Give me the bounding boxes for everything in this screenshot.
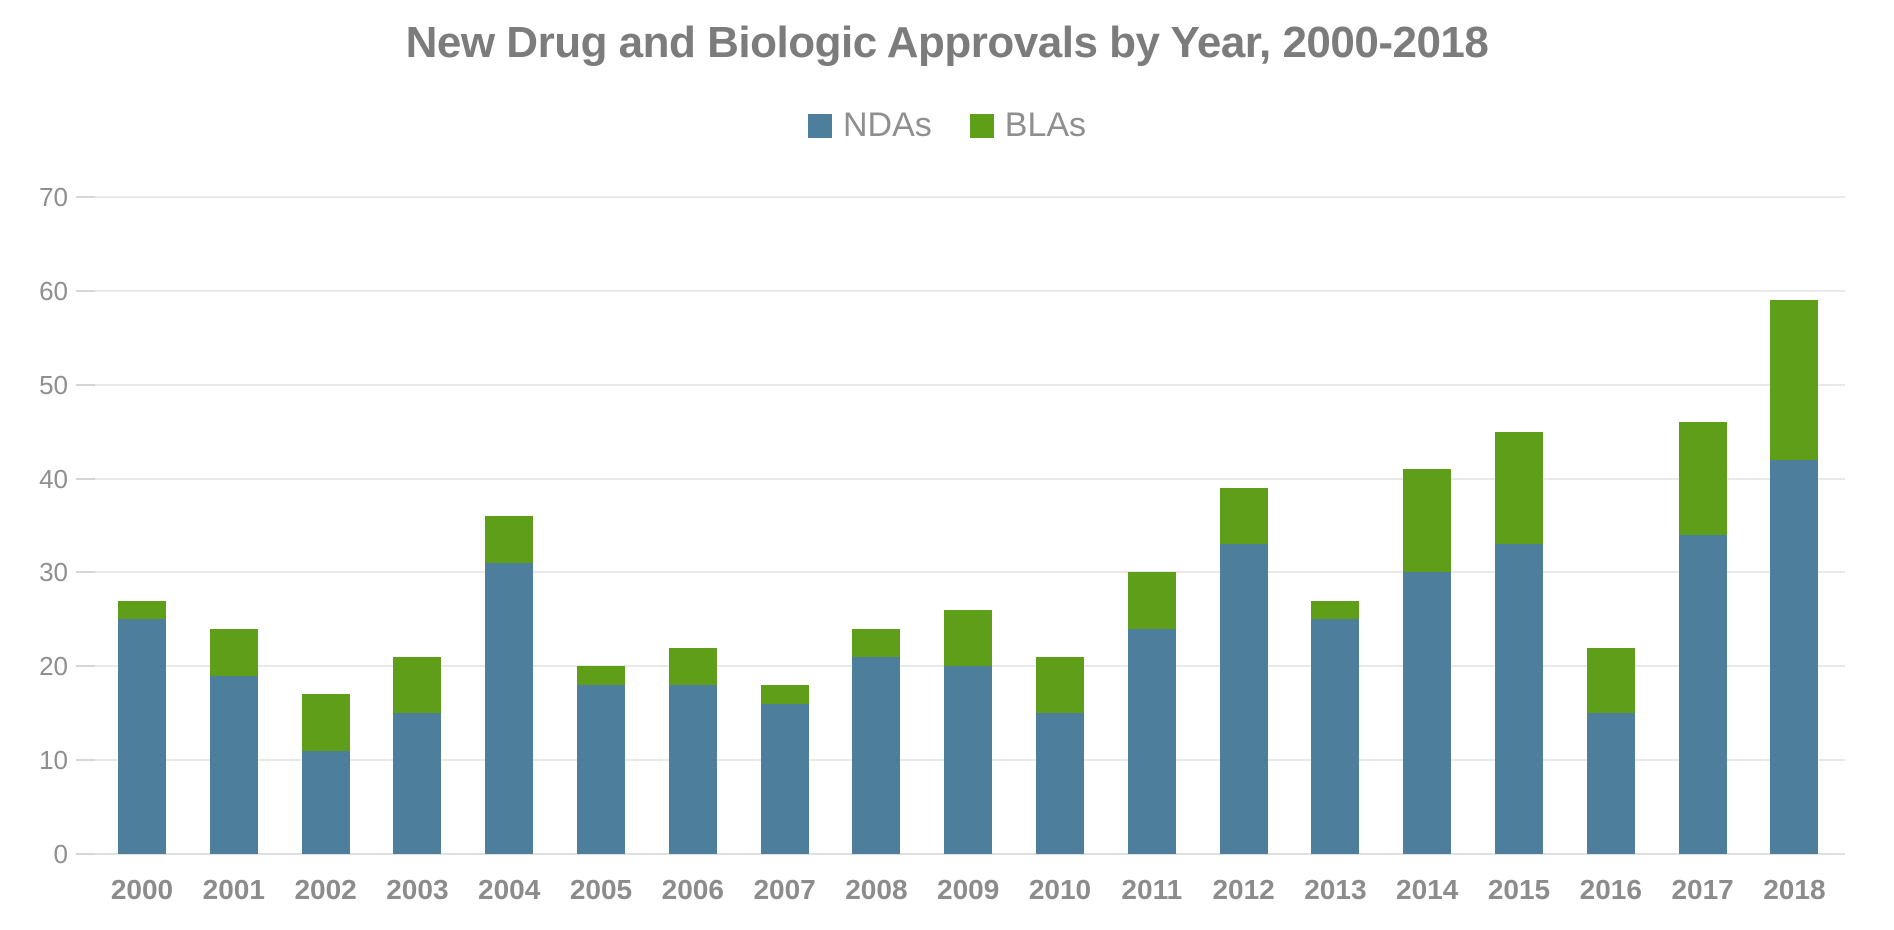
chart-legend: NDAs BLAs <box>0 106 1894 145</box>
x-axis-label-2002: 2002 <box>294 874 357 905</box>
bar-2004-ndas <box>485 563 534 854</box>
x-axis-label-2000: 2000 <box>110 874 174 905</box>
y-axis-tick <box>76 571 95 574</box>
bar-2000-blas <box>118 600 166 620</box>
x-axis-label-2001: 2001 <box>202 874 265 905</box>
x-axis-label-2011: 2011 <box>1121 874 1183 905</box>
x-axis-label-2017: 2017 <box>1671 874 1734 905</box>
bar-2004-blas <box>485 516 534 564</box>
bar-2016-blas <box>1586 647 1635 714</box>
y-axis-label-10: 10 <box>39 745 68 776</box>
bar-2017-blas <box>1678 422 1727 535</box>
y-axis-tick <box>76 665 95 668</box>
legend-item-ndas: NDAs <box>807 106 932 145</box>
bar-2014-ndas <box>1403 572 1452 854</box>
legend-swatch-blas-icon <box>969 113 994 138</box>
legend-swatch-ndas-icon <box>807 113 832 138</box>
y-axis-tick <box>76 759 95 762</box>
y-axis-label-20: 20 <box>39 651 68 682</box>
y-axis-label-70: 70 <box>39 182 68 212</box>
bar-2018-ndas <box>1770 459 1819 854</box>
bar-2018-blas <box>1770 300 1819 460</box>
bar-2011-ndas <box>1127 628 1176 854</box>
legend-label-ndas: NDAs <box>842 106 932 144</box>
x-axis-label-2016: 2016 <box>1579 874 1642 905</box>
bar-2010-ndas <box>1036 713 1084 854</box>
x-axis-label-2003: 2003 <box>386 874 449 905</box>
x-axis-label-2006: 2006 <box>661 874 724 905</box>
bar-2006-blas <box>668 647 717 686</box>
bar-2007-ndas <box>760 703 809 854</box>
bar-2013-ndas <box>1311 619 1360 854</box>
bar-2010-blas <box>1036 656 1084 714</box>
bar-2003-blas <box>393 656 442 714</box>
y-axis-label-0: 0 <box>53 839 68 869</box>
bar-2001-blas <box>209 628 258 676</box>
y-axis-label-30: 30 <box>39 557 68 588</box>
gridline-y60 <box>95 289 1845 292</box>
bar-2002-ndas <box>301 750 350 854</box>
x-axis-label-2007: 2007 <box>753 874 816 905</box>
y-axis-tick <box>76 196 95 198</box>
chart-title: New Drug and Biologic Approvals by Year,… <box>405 18 1489 67</box>
gridline-y30 <box>95 571 1845 574</box>
bar-2006-ndas <box>668 685 717 854</box>
x-axis-label-2012: 2012 <box>1212 874 1275 905</box>
bar-2001-ndas <box>209 675 258 854</box>
bar-2013-blas <box>1311 600 1360 620</box>
x-axis-label-2004: 2004 <box>478 874 541 905</box>
bar-2005-blas <box>577 666 625 686</box>
bar-2009-ndas <box>944 666 993 854</box>
bar-2000-ndas <box>118 619 166 854</box>
bar-2012-blas <box>1219 487 1268 545</box>
bar-2005-ndas <box>577 685 625 854</box>
y-axis-tick <box>76 853 95 855</box>
x-axis-label-2010: 2010 <box>1028 874 1092 905</box>
bar-2014-blas <box>1403 469 1452 573</box>
y-axis-tick <box>76 383 95 386</box>
bar-2008-blas <box>852 628 901 657</box>
bar-2016-ndas <box>1586 713 1635 854</box>
gridline-y50 <box>95 383 1845 386</box>
x-axis-label-2018: 2018 <box>1763 874 1826 905</box>
x-axis-label-2015: 2015 <box>1487 874 1551 905</box>
gridline-y40 <box>95 477 1845 480</box>
y-axis-label-50: 50 <box>39 369 68 400</box>
bar-2009-blas <box>944 609 993 667</box>
bar-2015-blas <box>1495 431 1543 545</box>
bar-2011-blas <box>1127 572 1176 629</box>
bar-2008-ndas <box>852 656 901 854</box>
bar-2007-blas <box>760 685 809 704</box>
legend-item-blas: BLAs <box>969 106 1087 145</box>
bar-2015-ndas <box>1495 544 1543 854</box>
y-axis-tick <box>76 289 95 292</box>
x-axis-label-2008: 2008 <box>845 874 908 905</box>
legend-label-blas: BLAs <box>1004 106 1087 144</box>
bar-2017-ndas <box>1678 534 1727 854</box>
x-axis-label-2014: 2014 <box>1396 874 1459 905</box>
x-axis-label-2013: 2013 <box>1304 874 1367 905</box>
x-axis-label-2005: 2005 <box>569 874 633 905</box>
gridline-y70 <box>95 196 1845 198</box>
bar-2002-blas <box>301 694 350 751</box>
bar-2012-ndas <box>1219 544 1268 854</box>
x-axis-label-2009: 2009 <box>937 874 1000 905</box>
bar-2003-ndas <box>393 713 442 854</box>
y-axis-label-40: 40 <box>39 463 68 494</box>
y-axis-label-60: 60 <box>39 275 68 306</box>
y-axis-tick <box>76 477 95 480</box>
gridline-y0 <box>95 853 1845 855</box>
